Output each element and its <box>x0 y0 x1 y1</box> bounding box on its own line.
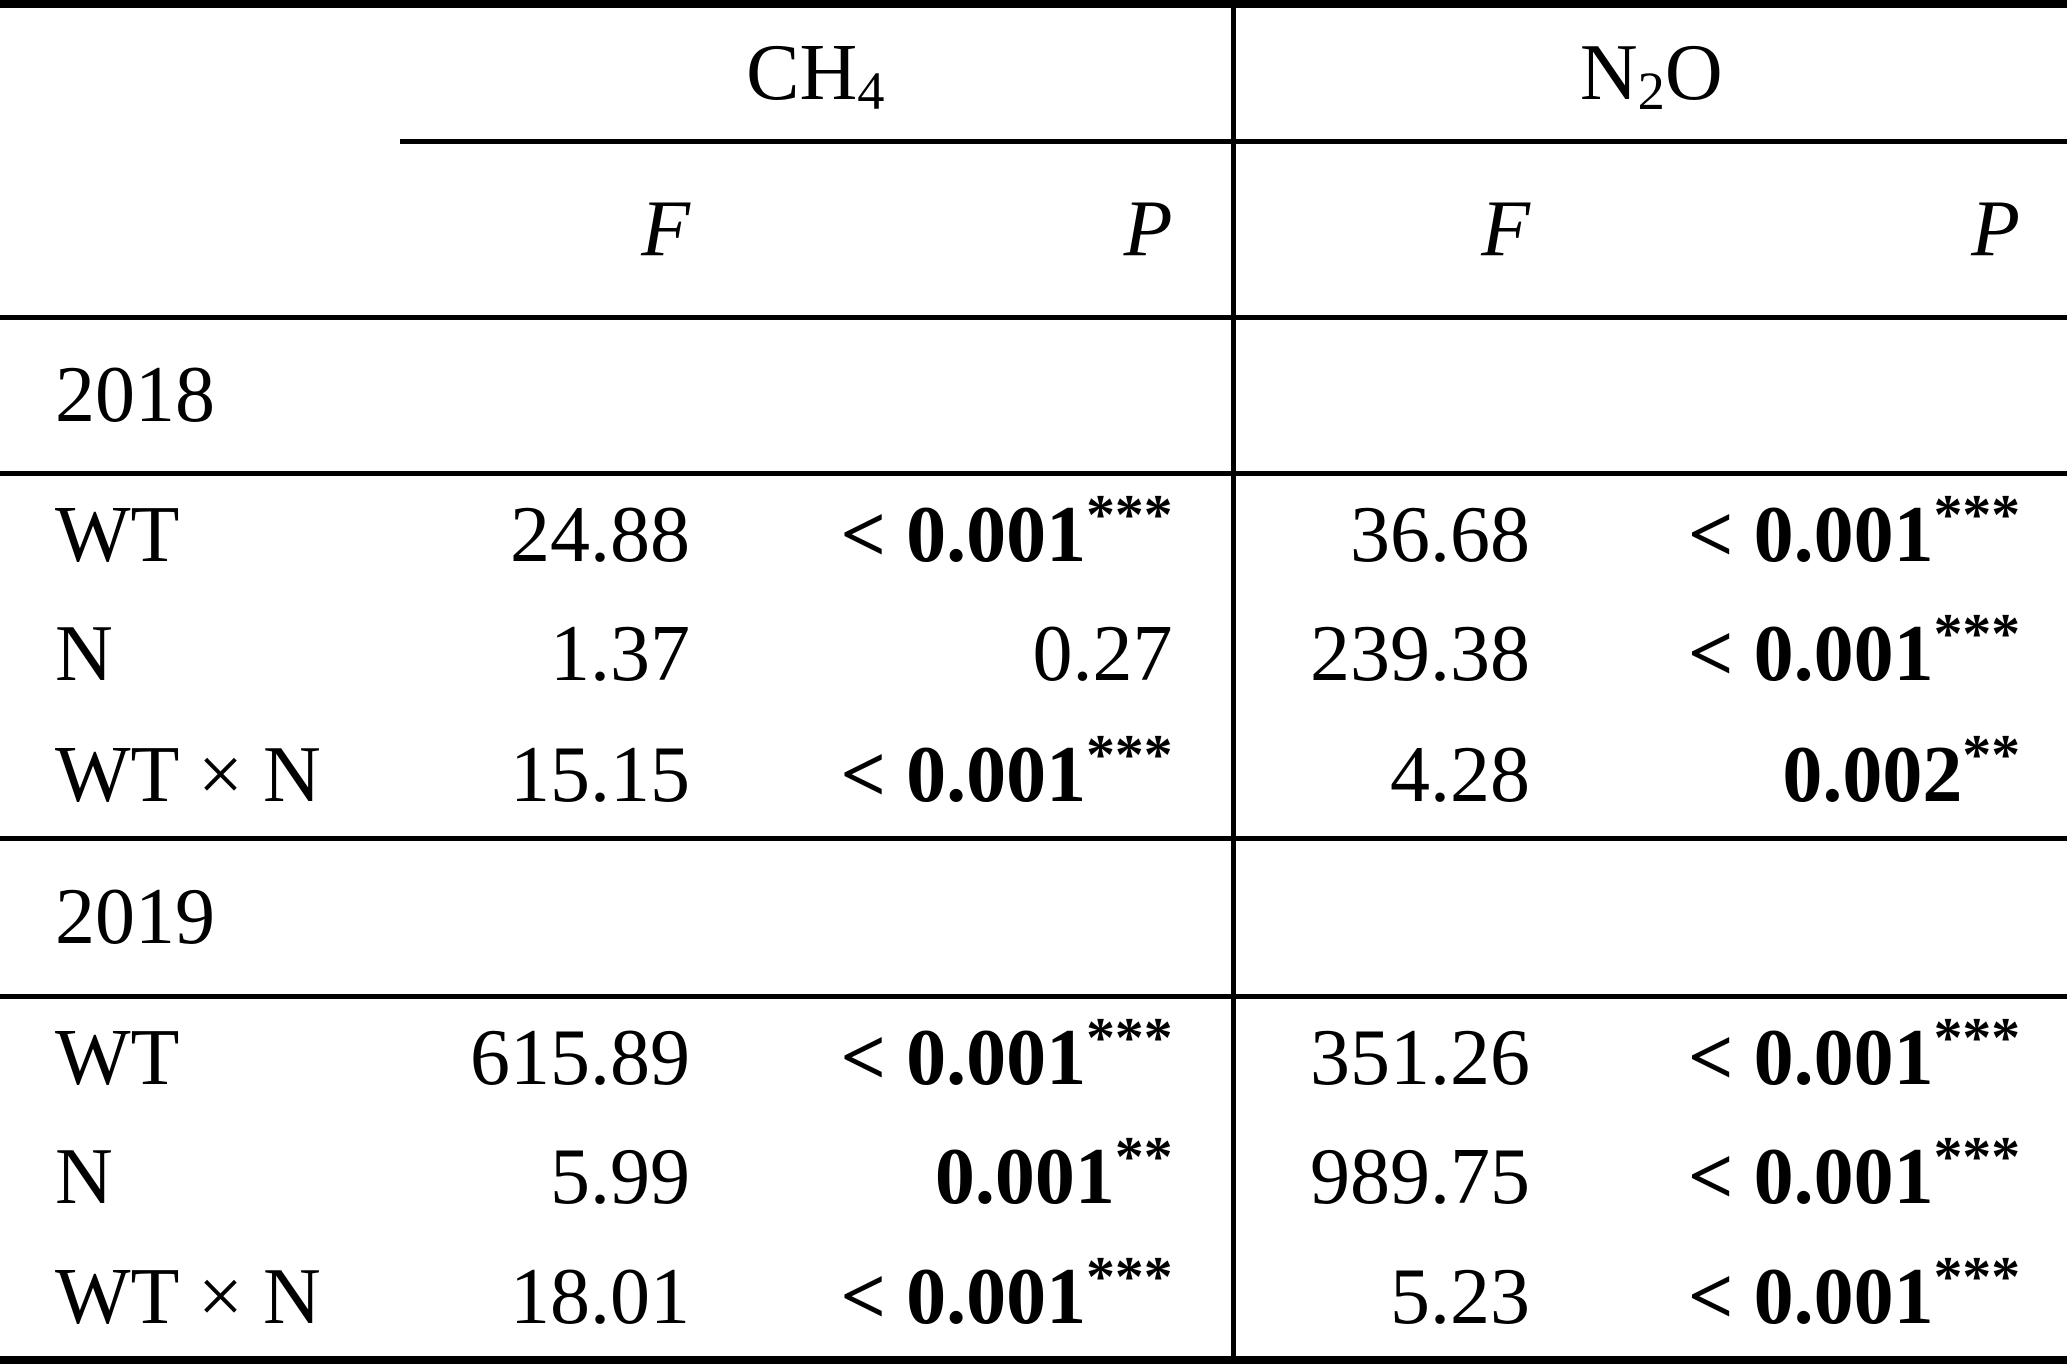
table-row: N 5.99 0.001** 989.75 < 0.001*** <box>0 1117 2067 1239</box>
p-value-text: < 0.001 <box>840 1252 1087 1341</box>
significance-stars: *** <box>1933 483 2021 547</box>
table-row: WT × N 15.15 < 0.001*** 4.28 0.002** <box>0 715 2067 839</box>
significance-stars: *** <box>1086 1244 1173 1308</box>
empty-cell <box>1230 838 2067 997</box>
ch4-p-value: < 0.001*** <box>720 1238 1233 1360</box>
ch4-f-value: 18.01 <box>510 1252 690 1341</box>
p-value-text: < 0.001 <box>840 731 1087 820</box>
factor-label: WT × N <box>55 1252 321 1341</box>
ch4-label-subscript: 4 <box>857 60 885 121</box>
ch4-f-header: F <box>641 185 690 274</box>
table-row: WT × N 18.01 < 0.001*** 5.23 < 0.001*** <box>0 1238 2067 1360</box>
ch4-p-header: P <box>1123 185 1173 274</box>
ch4-f-value: 615.89 <box>470 1013 690 1102</box>
p-value-text: 0.27 <box>1032 610 1173 699</box>
ch4-p-value: 0.001** <box>720 1118 1233 1239</box>
n2o-f-value: 5.23 <box>1230 1238 1560 1360</box>
significance-stars: *** <box>1086 1006 1173 1070</box>
significance-stars: *** <box>1086 723 1173 787</box>
significance-stars: *** <box>1933 1125 2021 1189</box>
n2o-p-value: < 0.001*** <box>1560 474 2067 595</box>
empty-cell <box>0 142 400 318</box>
significance-stars: *** <box>1933 602 2021 666</box>
p-value-text: < 0.001 <box>840 1013 1087 1102</box>
ch4-p-value: < 0.001*** <box>720 715 1233 839</box>
significance-stars: ** <box>1962 723 2021 787</box>
corner-cell <box>0 4 400 142</box>
p-value-text: < 0.001 <box>1688 610 1934 699</box>
ch4-p-value: < 0.001*** <box>720 474 1233 595</box>
p-value-text: < 0.001 <box>840 490 1087 579</box>
section-row-2018: 2018 <box>0 317 2067 474</box>
p-value-text: < 0.001 <box>1688 490 1934 579</box>
ch4-label: CH4 <box>746 29 884 118</box>
n2o-label: N2O <box>1579 29 1723 118</box>
n2o-p-value: < 0.001*** <box>1560 1118 2067 1239</box>
n2o-f-value: 239.38 <box>1230 594 1560 716</box>
ch4-label-pre: CH <box>746 29 858 118</box>
section-row-2019: 2019 <box>0 838 2067 997</box>
ch4-f-value: 5.99 <box>550 1133 690 1222</box>
p-value-text: < 0.001 <box>1688 1133 1934 1222</box>
significance-stars: ** <box>1114 1125 1173 1189</box>
empty-cell <box>1230 317 2067 474</box>
ch4-p-value: < 0.001*** <box>720 997 1233 1118</box>
factor-label: WT <box>55 1013 180 1102</box>
p-value-text: 0.001 <box>934 1133 1115 1222</box>
n2o-p-value: < 0.001*** <box>1560 594 2067 715</box>
n2o-label-subscript: 2 <box>1637 60 1665 121</box>
factor-label: WT <box>55 490 180 579</box>
n2o-p-value: < 0.001*** <box>1560 997 2067 1118</box>
p-value-text: 0.002 <box>1782 731 1963 820</box>
significance-stars: *** <box>1933 1244 2021 1308</box>
group-header-row: CH4 N2O <box>0 4 2067 145</box>
p-value-text: < 0.001 <box>1688 1013 1934 1102</box>
n2o-label-pre: N <box>1579 29 1638 118</box>
empty-cell <box>400 839 1233 997</box>
ch4-f-value: 15.15 <box>510 731 690 820</box>
column-group-ch4: CH4 <box>400 4 1233 145</box>
n2o-f-header: F <box>1230 141 1560 318</box>
n2o-p-value: < 0.001*** <box>1560 1238 2067 1360</box>
ch4-f-value: 24.88 <box>510 490 690 579</box>
year-label: 2019 <box>55 873 215 962</box>
significance-stars: *** <box>1933 1006 2021 1070</box>
ch4-f-value: 1.37 <box>550 610 690 699</box>
n2o-p-header: P <box>1971 185 2021 274</box>
n2o-f-value: 4.28 <box>1230 715 1560 839</box>
table-row: WT 615.89 < 0.001*** 351.26 < 0.001*** <box>0 996 2067 1118</box>
n2o-f-value: 351.26 <box>1230 996 1560 1118</box>
factor-label: N <box>55 610 113 699</box>
factor-label: WT × N <box>55 731 321 820</box>
table-row: WT 24.88 < 0.001*** 36.68 < 0.001*** <box>0 473 2067 595</box>
factor-label: N <box>55 1133 113 1222</box>
ch4-p-value: 0.27 <box>720 594 1233 715</box>
n2o-label-post: O <box>1664 29 1723 118</box>
p-value-text: < 0.001 <box>1688 1252 1934 1341</box>
n2o-f-value: 989.75 <box>1230 1117 1560 1239</box>
n2o-f-value: 36.68 <box>1230 473 1560 595</box>
significance-stars: *** <box>1086 483 1173 547</box>
table-row: N 1.37 0.27 239.38 < 0.001*** <box>0 594 2067 716</box>
empty-cell <box>400 318 1233 474</box>
subheader-row: F P F P <box>0 141 2067 318</box>
year-label: 2018 <box>55 351 215 440</box>
n2o-p-value: 0.002** <box>1560 715 2067 839</box>
column-group-n2o: N2O <box>1230 4 2067 145</box>
